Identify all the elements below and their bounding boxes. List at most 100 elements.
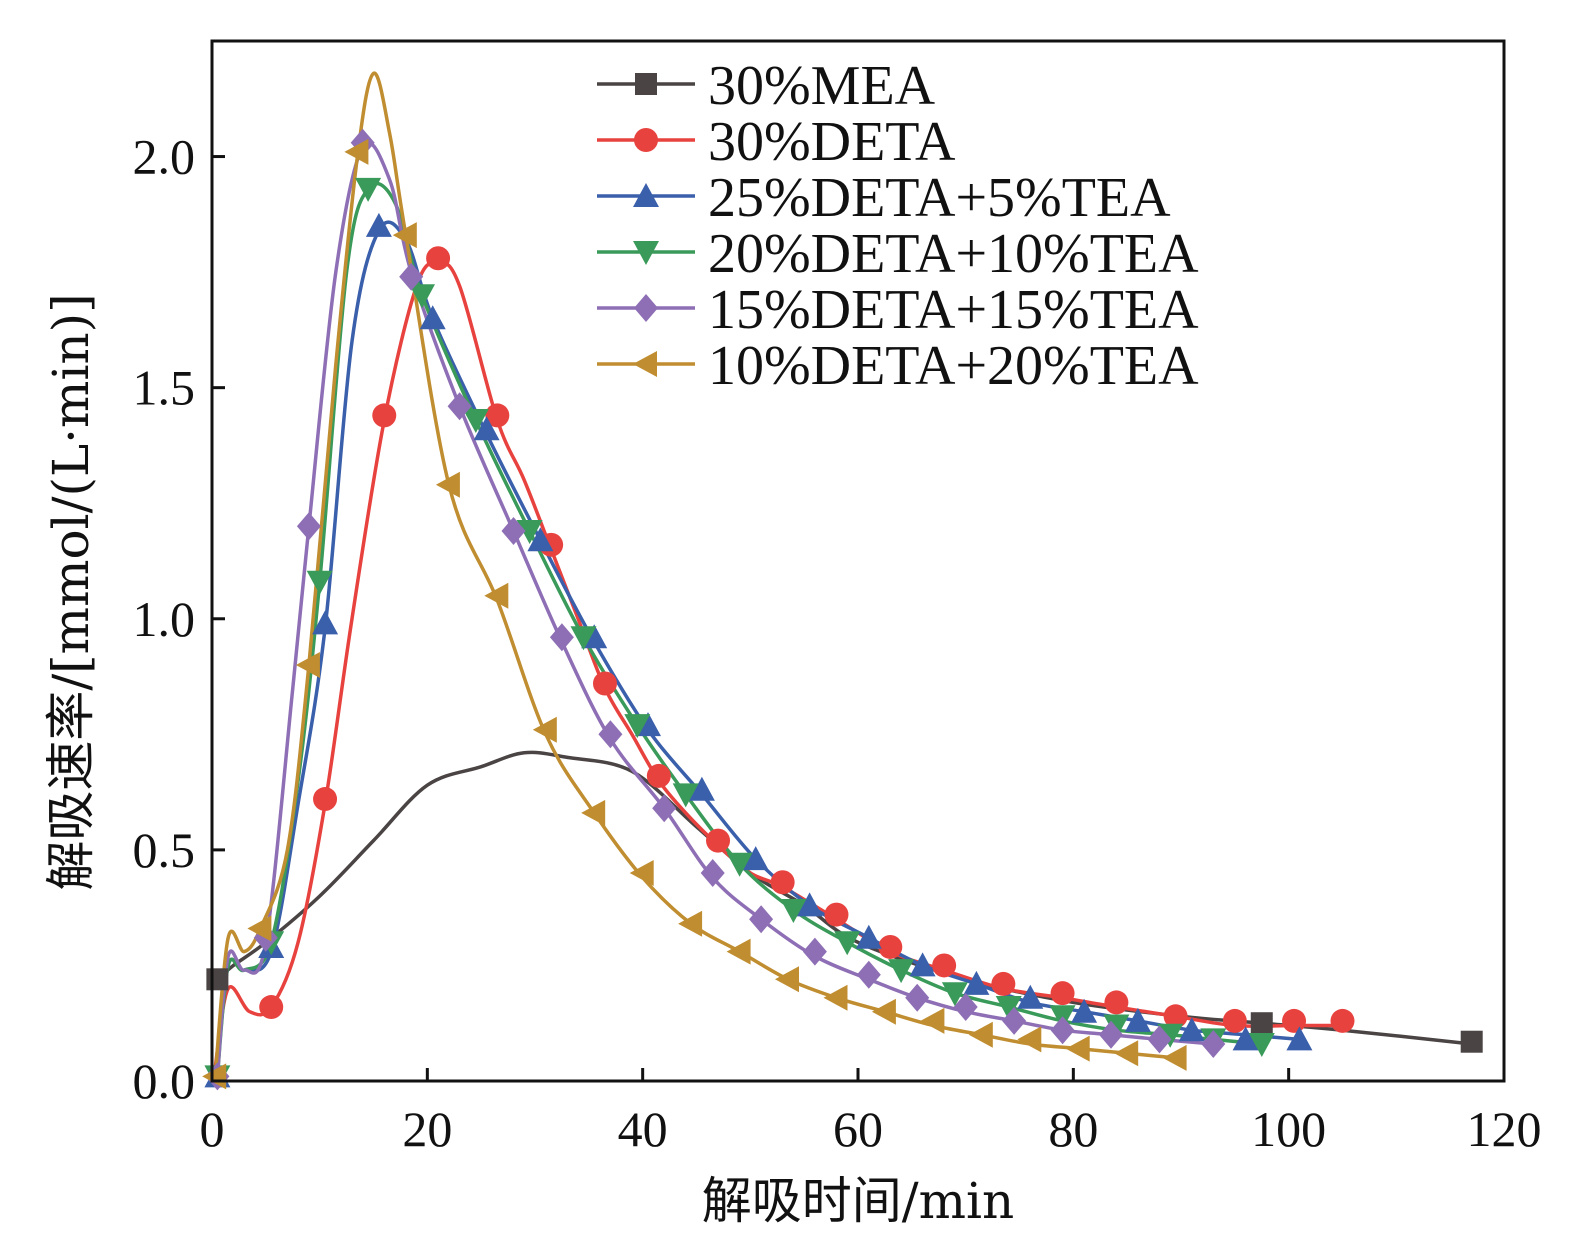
- series-2-point: [991, 971, 1016, 996]
- y-tick-label: 1.5: [133, 360, 196, 416]
- series-6-point: [1017, 1026, 1042, 1053]
- series-4-point: [834, 931, 861, 956]
- series-3-point: [742, 846, 769, 871]
- series-3-point: [963, 970, 990, 995]
- series-6-point: [678, 910, 703, 937]
- legend-marker: [634, 128, 658, 152]
- x-axis-title: 解吸时间/min: [702, 1172, 1014, 1230]
- series-4-point: [1157, 1023, 1184, 1048]
- series-line-6: [213, 71, 1178, 1079]
- series-6-point: [823, 984, 848, 1011]
- x-tick-label: 80: [1048, 1101, 1098, 1157]
- series-1-point: [206, 968, 229, 991]
- series-5-point: [447, 392, 472, 421]
- series-2-point: [1222, 1008, 1247, 1033]
- series-4-point: [941, 982, 968, 1007]
- series-5-point: [802, 937, 827, 966]
- series-2-point: [1163, 1004, 1188, 1029]
- series-2-point: [932, 953, 957, 978]
- series-6-point: [344, 138, 369, 165]
- series-6-point: [295, 652, 320, 678]
- series-4-point: [1248, 1033, 1275, 1057]
- y-tick-label: 0.5: [133, 822, 196, 878]
- legend-marker: [634, 294, 658, 322]
- series-4-point: [726, 852, 753, 877]
- series-5-point: [1050, 1016, 1075, 1045]
- x-tick-labels: 0 20 40 60 80 100 120: [200, 1101, 1542, 1157]
- y-tick-label: 1.0: [133, 591, 196, 647]
- series-4-point: [624, 714, 651, 739]
- legend-label: 30%MEA: [708, 55, 936, 117]
- series-6-point: [392, 222, 417, 249]
- x-tick-label: 100: [1251, 1101, 1326, 1157]
- series-3-point: [419, 305, 446, 330]
- series-2-point: [1282, 1008, 1307, 1033]
- series-3-point: [1232, 1026, 1259, 1051]
- series-2-point: [706, 828, 731, 853]
- series-4-point: [355, 177, 382, 202]
- series-4-point: [409, 284, 435, 309]
- series-6-point: [871, 998, 896, 1025]
- y-tick-label: 0.0: [133, 1053, 196, 1109]
- series-6-point: [532, 716, 557, 743]
- series-3-point: [527, 527, 554, 552]
- legend: 30%MEA30%DETA25%DETA+5%TEA20%DETA+10%TEA…: [597, 55, 1199, 397]
- series-3-point: [312, 610, 339, 635]
- legend-label: 10%DETA+20%TEA: [708, 335, 1199, 397]
- series-6-point: [581, 799, 606, 826]
- y-axis-title: 解吸速率/[mmol/(L·min)]: [42, 293, 100, 890]
- series-6-point: [968, 1021, 993, 1048]
- series-3-point: [909, 952, 936, 977]
- series-5-point: [700, 859, 725, 887]
- series-3-point: [1286, 1026, 1313, 1051]
- series-3-point: [473, 416, 500, 441]
- plot-markers: [202, 128, 1483, 1091]
- series-4-point: [995, 996, 1022, 1020]
- axis-ticks: [210, 155, 1506, 1083]
- series-5-point: [296, 512, 321, 541]
- series-4-point: [672, 783, 699, 808]
- series-6-point: [202, 1063, 227, 1090]
- series-4-point: [306, 570, 333, 595]
- series-2-point: [824, 902, 849, 927]
- series-6-point: [1065, 1035, 1090, 1062]
- series-5-point: [749, 905, 774, 934]
- series-4-point: [570, 626, 597, 651]
- y-tick-labels: 0.0 0.5 1.0 1.5 2.0: [133, 129, 196, 1109]
- series-2-point: [770, 870, 795, 895]
- series-2-point: [485, 403, 510, 428]
- series-5-point: [652, 794, 677, 823]
- series-5-point: [1002, 1006, 1027, 1035]
- series-6-point: [1162, 1044, 1187, 1071]
- x-tick-label: 40: [618, 1101, 668, 1157]
- x-tick-label: 20: [402, 1101, 452, 1157]
- series-3-point: [688, 776, 715, 801]
- series-4-point: [780, 899, 807, 923]
- series-4-point: [1103, 1014, 1130, 1039]
- series-5-point: [1099, 1020, 1123, 1049]
- series-5-point: [501, 517, 526, 545]
- series-2-point: [259, 995, 284, 1020]
- series-3-point: [1178, 1017, 1205, 1042]
- series-1-point: [1460, 1030, 1483, 1053]
- series-5-point: [598, 720, 623, 749]
- series-2-point: [313, 787, 338, 812]
- series-6-point: [484, 582, 509, 609]
- legend-marker: [633, 241, 659, 265]
- series-2-point: [372, 403, 397, 428]
- series-6-point: [726, 938, 751, 965]
- series-3-point: [1124, 1007, 1151, 1032]
- series-5-point: [549, 623, 574, 652]
- series-6-point: [247, 915, 272, 942]
- legend-label: 20%DETA+10%TEA: [708, 223, 1199, 285]
- series-2-point: [646, 763, 671, 788]
- legend-label: 25%DETA+5%TEA: [708, 167, 1171, 229]
- series-5-point: [1201, 1030, 1226, 1058]
- series-5-point: [856, 960, 881, 989]
- series-5-point: [399, 262, 424, 291]
- legend-marker: [635, 73, 657, 95]
- legend-marker: [633, 183, 659, 207]
- x-tick-label: 120: [1467, 1101, 1542, 1157]
- series-2-point: [426, 246, 451, 271]
